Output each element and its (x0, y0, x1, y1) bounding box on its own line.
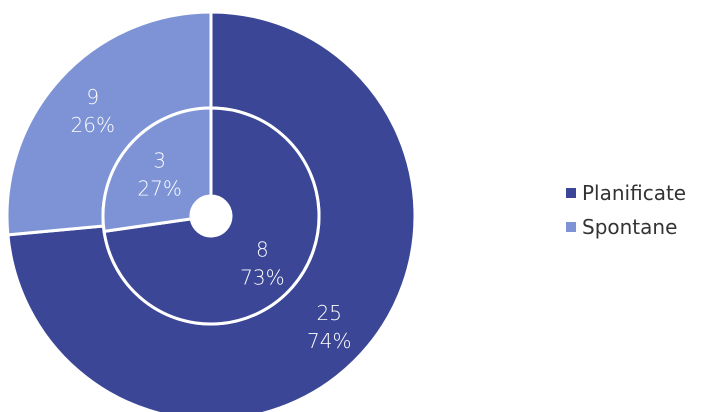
legend-label-planificate: Planificate (582, 181, 687, 205)
legend: Planificate Spontane (566, 176, 686, 244)
outer-value-label-planificate: 25 (317, 301, 342, 325)
legend-label-spontane: Spontane (582, 215, 678, 239)
legend-item-spontane: Spontane (566, 210, 686, 244)
data-labels: 8 73% 3 27% 25 74% 9 26% (71, 85, 352, 353)
inner-value-label-planificate: 8 (256, 238, 269, 262)
inner-ring (101, 106, 321, 326)
outer-percent-label-spontane: 26% (71, 113, 115, 137)
outer-percent-label-planificate: 74% (307, 329, 351, 353)
inner-percent-label-spontane: 27% (137, 176, 181, 200)
legend-swatch-spontane (566, 222, 576, 232)
donut-hole (191, 196, 231, 236)
inner-percent-label-planificate: 73% (240, 266, 284, 290)
inner-value-label-spontane: 3 (153, 148, 166, 172)
outer-value-label-spontane: 9 (86, 85, 99, 109)
legend-swatch-planificate (566, 188, 576, 198)
legend-item-planificate: Planificate (566, 176, 686, 210)
